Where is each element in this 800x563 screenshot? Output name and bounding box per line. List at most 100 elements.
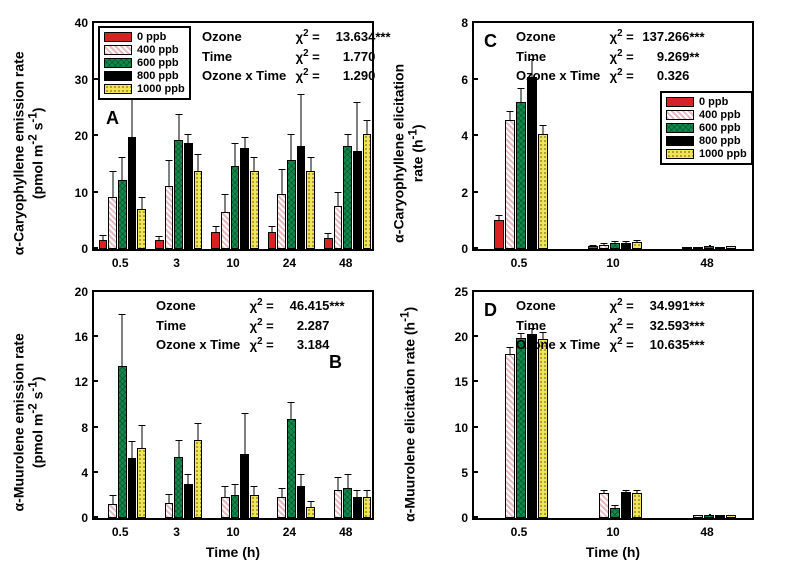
ytick-label: 20: [75, 129, 88, 143]
bar-B-0.5-800: [128, 458, 137, 518]
ytick-label: 20: [455, 330, 468, 344]
ytick-mark: [472, 191, 478, 193]
errorbar: [159, 236, 160, 241]
errorbar: [141, 197, 142, 209]
bar-A-0.5-1000: [137, 209, 146, 249]
errorbar: [347, 134, 348, 146]
bar-D-10-800: [621, 492, 631, 518]
xtick-label: 0.5: [511, 525, 528, 539]
errorbar: [593, 245, 594, 246]
errorbar: [310, 157, 311, 171]
bar-A-48-600: [343, 146, 352, 250]
xtick-label: 0.5: [112, 525, 129, 539]
ytick-mark: [472, 247, 478, 249]
xtick-label: 24: [283, 256, 296, 270]
legend-swatch: [666, 110, 694, 120]
bar-B-0.5-600: [118, 366, 127, 518]
ytick-label: 20: [75, 285, 88, 299]
ytick-mark: [92, 191, 98, 193]
panel-letter-B: B: [329, 352, 342, 373]
bar-C-10-600: [610, 243, 620, 249]
errorbar: [301, 474, 302, 486]
panel-letter-D: D: [484, 300, 497, 321]
ytick-mark: [92, 247, 98, 249]
bar-C-0.5-400: [505, 120, 515, 249]
ytick-label: 4: [461, 129, 468, 143]
errorbar: [310, 501, 311, 507]
legend-item-0: 0 ppb: [104, 31, 185, 43]
ytick-label: 15: [455, 375, 468, 389]
xlabel-D: Time (h): [573, 544, 653, 560]
bar-C-10-0: [588, 246, 598, 249]
bar-B-24-1000: [306, 507, 315, 519]
legend-label: 0 ppb: [699, 96, 728, 108]
ytick-label: 0: [461, 242, 468, 256]
ytick-mark: [92, 380, 98, 382]
bar-A-10-600: [231, 166, 240, 249]
bar-B-0.5-1000: [137, 448, 146, 518]
legend-label: 0 ppb: [137, 31, 166, 43]
ytick-label: 40: [75, 16, 88, 30]
errorbar: [244, 137, 245, 149]
ytick-mark: [92, 516, 98, 518]
errorbar: [102, 235, 103, 241]
errorbar: [510, 347, 511, 354]
errorbar: [188, 474, 189, 483]
ytick-label: 2: [461, 186, 468, 200]
xtick-label: 24: [283, 525, 296, 539]
bar-C-48-0: [682, 247, 692, 249]
errorbar: [244, 413, 245, 453]
bar-B-3-1000: [194, 440, 203, 518]
errorbar: [615, 505, 616, 508]
ytick-mark: [472, 21, 478, 23]
figure: 010203040AOzone χ2 = 13.634***Time χ2 = …: [0, 0, 800, 563]
bar-A-0.5-800: [128, 137, 137, 249]
bar-C-48-400: [693, 247, 703, 249]
legend-item-1000: 1000 ppb: [666, 148, 747, 160]
errorbar: [291, 134, 292, 160]
legend-swatch: [104, 84, 132, 94]
bar-A-24-400: [277, 194, 286, 249]
stats-C: Ozone χ2 = 137.266***Time χ2 = 9.269**Oz…: [516, 27, 705, 86]
ytick-label: 0: [81, 511, 88, 525]
bar-A-3-600: [174, 140, 183, 249]
ytick-label: 10: [75, 186, 88, 200]
legend-swatch: [104, 45, 132, 55]
errorbar: [131, 97, 132, 137]
ytick-mark: [92, 290, 98, 292]
legend-label: 1000 ppb: [699, 148, 747, 160]
errorbar: [338, 477, 339, 491]
errorbar: [235, 143, 236, 166]
ytick-mark: [92, 335, 98, 337]
ytick-mark: [472, 78, 478, 80]
bar-C-48-1000: [726, 246, 736, 249]
ytick-mark: [472, 516, 478, 518]
errorbar: [197, 423, 198, 440]
bar-D-0.5-400: [505, 354, 515, 518]
panel-letter-A: A: [106, 108, 119, 129]
ytick-label: 4: [81, 466, 88, 480]
errorbar: [168, 160, 169, 186]
errorbar: [254, 157, 255, 171]
legend-swatch: [104, 58, 132, 68]
bar-C-0.5-0: [494, 220, 504, 249]
bar-A-0.5-600: [118, 180, 127, 249]
bar-B-48-800: [353, 497, 362, 518]
bar-A-48-400: [334, 206, 343, 249]
legend-label: 400 ppb: [699, 109, 741, 121]
xtick-label: 0.5: [511, 256, 528, 270]
legend-swatch: [104, 32, 132, 42]
bar-A-10-400: [221, 212, 230, 249]
legend-label: 1000 ppb: [137, 83, 185, 95]
errorbar: [328, 233, 329, 238]
errorbar: [281, 169, 282, 195]
bar-A-3-400: [165, 186, 174, 249]
xtick-label: 48: [339, 525, 352, 539]
legend-swatch: [666, 149, 694, 159]
bar-B-10-800: [240, 454, 249, 518]
bar-C-10-400: [599, 245, 609, 249]
bar-D-48-1000: [726, 515, 736, 518]
legend-item-600: 600 ppb: [104, 57, 185, 69]
bar-B-3-400: [165, 503, 174, 518]
ylabel-D: α-Muurolene elicitation rate (h-1): [399, 299, 418, 529]
